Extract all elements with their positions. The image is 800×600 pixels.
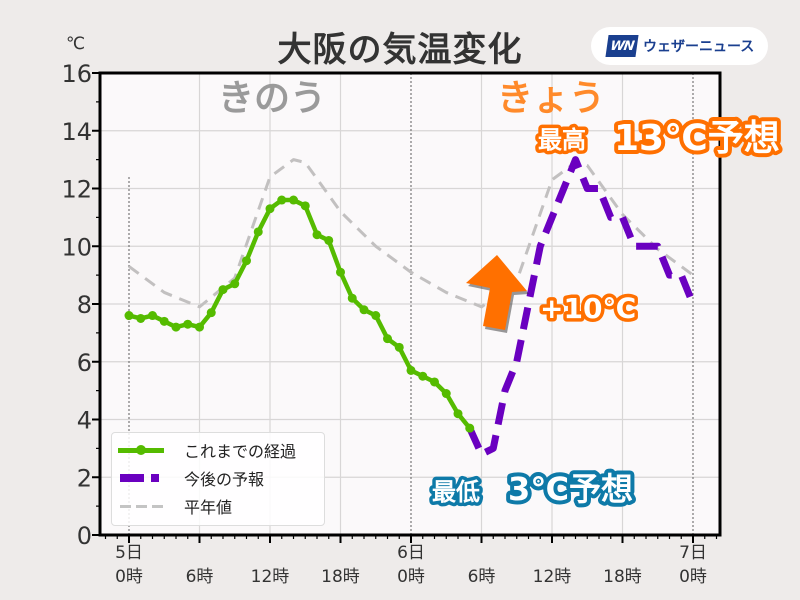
svg-text:6時: 6時 <box>186 567 214 587</box>
svg-text:0時: 0時 <box>679 567 707 587</box>
normal-line-icon <box>118 501 166 511</box>
svg-text:14: 14 <box>61 118 92 146</box>
svg-text:10: 10 <box>61 233 92 261</box>
y-axis-unit: ℃ <box>66 34 86 54</box>
weathernews-logo: WN ウェザーニュース <box>591 27 768 65</box>
today-label: きょう <box>497 78 605 119</box>
svg-text:7日: 7日 <box>679 543 707 563</box>
legend-item-normal: 平年値 <box>112 493 232 519</box>
svg-text:6: 6 <box>77 349 92 377</box>
logo-text: ウェザーニュース <box>643 39 755 55</box>
svg-text:12: 12 <box>61 176 92 204</box>
svg-text:0時: 0時 <box>397 567 425 587</box>
svg-text:6時: 6時 <box>468 567 496 587</box>
svg-text:2: 2 <box>77 464 92 492</box>
up-arrow-icon <box>466 255 529 333</box>
svg-text:0: 0 <box>77 522 92 550</box>
svg-text:12時: 12時 <box>251 567 290 587</box>
svg-text:4: 4 <box>77 407 92 435</box>
svg-text:16: 16 <box>61 60 92 88</box>
observed-line-icon <box>118 445 166 455</box>
annotations: きのう きょう 最高 13℃予想 +10℃ 最低 3℃予想 <box>218 78 784 512</box>
legend-label-normal: 平年値 <box>184 498 233 517</box>
chart-title: 大阪の気温変化 <box>277 30 523 70</box>
svg-text:18時: 18時 <box>321 567 360 587</box>
svg-text:18時: 18時 <box>603 567 642 587</box>
chart-legend: これまでの経過 今後の予報 平年値 <box>111 432 325 526</box>
legend-label-forecast: 今後の予報 <box>184 470 265 489</box>
low-prefix: 最低 <box>432 478 480 506</box>
high-value: 13℃予想 <box>614 118 780 159</box>
high-prefix: 最高 <box>538 126 586 154</box>
svg-text:5日: 5日 <box>115 543 143 563</box>
low-value: 3℃予想 <box>508 470 633 508</box>
svg-text:0時: 0時 <box>115 567 143 587</box>
legend-item-forecast: 今後の予報 <box>112 465 264 491</box>
svg-text:8: 8 <box>77 291 92 319</box>
yesterday-label: きのう <box>218 78 326 119</box>
svg-text:12時: 12時 <box>533 567 572 587</box>
forecast-series <box>466 156 697 458</box>
observed-series <box>124 195 475 433</box>
axes: 0 2 4 6 8 10 12 14 16 5日 0時 6時 12時 18時 6日 0時 6時 12時 18時 7日 0… <box>61 60 722 587</box>
svg-text:6日: 6日 <box>397 543 425 563</box>
delta-label: +10℃ <box>540 292 636 325</box>
normal-series <box>128 158 694 309</box>
legend-label-observed: これまでの経過 <box>184 442 297 461</box>
forecast-line-icon <box>118 473 166 483</box>
legend-item-observed: これまでの経過 <box>112 437 296 463</box>
